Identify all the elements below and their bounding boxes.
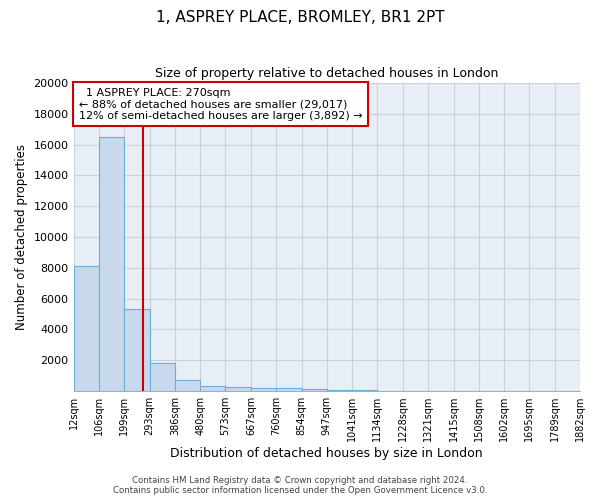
Bar <box>124 310 149 391</box>
Bar <box>377 390 403 391</box>
Bar <box>99 137 124 391</box>
Bar <box>302 389 327 391</box>
Bar <box>327 390 352 391</box>
X-axis label: Distribution of detached houses by size in London: Distribution of detached houses by size … <box>170 447 483 460</box>
Bar <box>352 390 377 391</box>
Bar <box>200 386 226 391</box>
Title: Size of property relative to detached houses in London: Size of property relative to detached ho… <box>155 68 499 80</box>
Bar <box>276 388 302 391</box>
Bar <box>251 388 276 391</box>
Text: Contains HM Land Registry data © Crown copyright and database right 2024.
Contai: Contains HM Land Registry data © Crown c… <box>113 476 487 495</box>
Text: 1 ASPREY PLACE: 270sqm
← 88% of detached houses are smaller (29,017)
12% of semi: 1 ASPREY PLACE: 270sqm ← 88% of detached… <box>79 88 362 121</box>
Bar <box>175 380 200 391</box>
Text: 1, ASPREY PLACE, BROMLEY, BR1 2PT: 1, ASPREY PLACE, BROMLEY, BR1 2PT <box>155 10 445 25</box>
Bar <box>226 387 251 391</box>
Y-axis label: Number of detached properties: Number of detached properties <box>15 144 28 330</box>
Bar <box>74 266 99 391</box>
Bar <box>149 364 175 391</box>
